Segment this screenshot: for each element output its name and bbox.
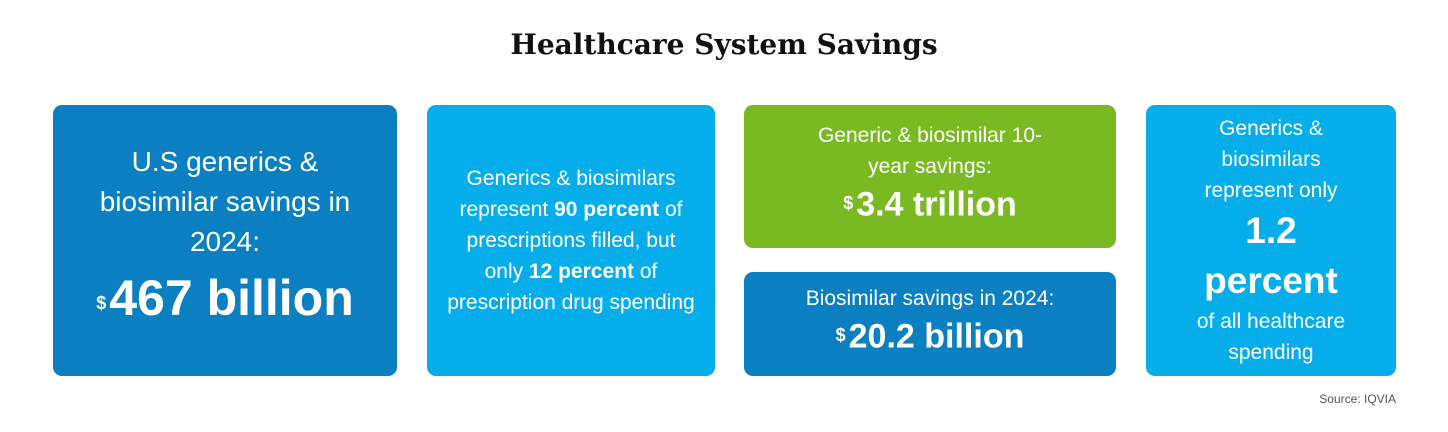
card-figure: 3.4 trillion bbox=[856, 185, 1017, 224]
card-text: of prescription drug spending bbox=[447, 260, 695, 314]
card-figure-row: $3.4 trillion bbox=[843, 182, 1017, 232]
card-figure-row: $467 billion bbox=[96, 270, 354, 339]
card-text: Generic & biosimilar 10-year savings: bbox=[817, 124, 1043, 179]
currency: $ bbox=[835, 325, 846, 346]
card-figure: 90 percent bbox=[554, 198, 660, 221]
currency: $ bbox=[843, 193, 854, 214]
stat-card: Generic & biosimilar 10-year savings: $3… bbox=[744, 105, 1116, 248]
stat-card: Generics & biosimilars represent 90 perc… bbox=[427, 105, 715, 376]
card-figure-row: $20.2 billion bbox=[836, 314, 1025, 364]
stat-card: U.S generics & biosimilar savings in 202… bbox=[53, 105, 397, 376]
stat-card: Biosimilar savings in 2024: $20.2 billio… bbox=[744, 272, 1116, 376]
card-text: Biosimilar savings in 2024: bbox=[805, 287, 1055, 311]
stat-card: Generics & biosimilars represent only 1.… bbox=[1146, 105, 1396, 376]
card-figure: 20.2 billion bbox=[848, 317, 1025, 356]
card-text: of prescriptions filled, but only bbox=[466, 198, 683, 283]
card-text: Generics & biosimilars represent only bbox=[1204, 117, 1338, 202]
card-figure: 1.2 percent bbox=[1204, 210, 1338, 301]
card-text: of all healthcare spending bbox=[1196, 310, 1346, 364]
card-text: U.S generics & biosimilar savings in 202… bbox=[99, 146, 351, 257]
title: Healthcare System Savings bbox=[510, 28, 938, 61]
source: Source: IQVIA bbox=[1319, 392, 1396, 406]
card-text: Generics & biosimilars represent 90 perc… bbox=[447, 163, 695, 318]
card-figure: 467 billion bbox=[109, 270, 354, 326]
card-figure: 12 percent bbox=[528, 260, 635, 283]
card-text: Generics & biosimilars represent bbox=[459, 167, 676, 221]
currency: $ bbox=[96, 292, 107, 313]
